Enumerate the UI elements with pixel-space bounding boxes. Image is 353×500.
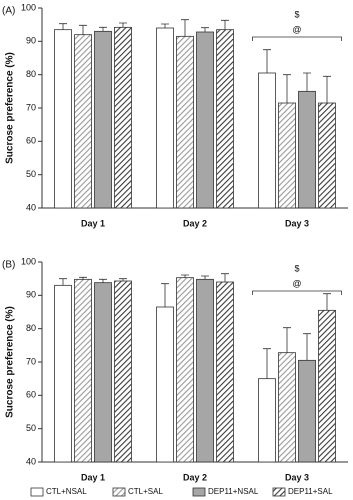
- bar: [258, 72, 276, 209]
- bar: [114, 280, 132, 463]
- legend-swatch: [192, 487, 206, 497]
- bar: [176, 277, 194, 463]
- error-bar: [119, 22, 127, 28]
- legend-swatch: [30, 487, 44, 497]
- bar: [318, 309, 336, 463]
- error-bar: [201, 275, 209, 280]
- y-axis-label: Sucrose preference (%): [5, 52, 16, 164]
- error-bar: [323, 293, 331, 311]
- error-bar: [283, 327, 291, 353]
- bar: [156, 306, 174, 463]
- y-tick-label: 70: [26, 356, 36, 366]
- panel-label: (B): [2, 260, 15, 271]
- y-tick-label: 40: [26, 456, 36, 466]
- legend-label: CTL+SAL: [128, 487, 163, 496]
- error-bar: [303, 333, 311, 361]
- y-tick-label: 50: [26, 169, 36, 179]
- error-bar: [79, 276, 87, 280]
- bracket: [252, 36, 342, 41]
- error-bar: [221, 19, 229, 30]
- error-bar: [201, 27, 209, 32]
- bar: [94, 282, 112, 463]
- y-axis-label: Sucrose preference (%): [5, 306, 16, 418]
- bar: [318, 102, 336, 209]
- x-tick-label: Day 3: [285, 218, 309, 228]
- bar: [196, 31, 214, 209]
- annotation: $: [294, 263, 299, 273]
- bar: [258, 378, 276, 463]
- error-bar: [59, 23, 67, 30]
- legend-swatch: [272, 487, 286, 497]
- y-tick-label: 80: [26, 323, 36, 333]
- y-tick-label: 50: [26, 423, 36, 433]
- y-tick-label: 40: [26, 202, 36, 212]
- annotation: @: [292, 278, 301, 288]
- y-tick-label: 60: [26, 390, 36, 400]
- error-bar: [283, 74, 291, 103]
- error-bar: [161, 283, 169, 307]
- y-tick-label: 90: [26, 36, 36, 46]
- bar: [54, 29, 72, 209]
- y-tick-label: 90: [26, 290, 36, 300]
- bar: [278, 102, 296, 209]
- y-tick-label: 100: [21, 256, 36, 266]
- x-tick-label: Day 3: [285, 472, 309, 482]
- legend-label: DEP11+SAL: [288, 487, 333, 496]
- annotation: @: [292, 24, 301, 34]
- bar: [196, 278, 214, 463]
- bar: [114, 26, 132, 209]
- error-bar: [79, 24, 87, 35]
- bar: [216, 29, 234, 209]
- error-bar: [161, 23, 169, 28]
- bar: [176, 35, 194, 209]
- bar: [74, 278, 92, 463]
- error-bar: [59, 278, 67, 286]
- bar: [54, 284, 72, 463]
- y-tick-label: 60: [26, 136, 36, 146]
- error-bar: [99, 278, 107, 283]
- error-bar: [263, 348, 271, 379]
- bar: [74, 34, 92, 209]
- bar: [298, 359, 316, 463]
- bar: [298, 90, 316, 209]
- legend-label: DEP11+NSAL: [208, 487, 259, 496]
- bracket: [252, 290, 342, 295]
- y-tick-label: 100: [21, 2, 36, 12]
- panel-label: (A): [2, 6, 15, 17]
- x-tick-label: Day 1: [81, 472, 105, 482]
- legend-label: CTL+NSAL: [46, 487, 87, 496]
- legend-swatch: [112, 487, 126, 497]
- bar: [156, 27, 174, 209]
- bar: [278, 352, 296, 463]
- error-bar: [323, 75, 331, 103]
- y-tick-label: 70: [26, 102, 36, 112]
- error-bar: [181, 274, 189, 278]
- y-tick-label: 80: [26, 69, 36, 79]
- error-bar: [263, 49, 271, 73]
- x-tick-label: Day 2: [183, 218, 207, 228]
- error-bar: [221, 273, 229, 282]
- annotation: $: [294, 9, 299, 19]
- x-tick-label: Day 2: [183, 472, 207, 482]
- bar: [94, 30, 112, 209]
- bar: [216, 281, 234, 463]
- error-bar: [303, 72, 311, 92]
- error-bar: [119, 278, 127, 281]
- error-bar: [99, 26, 107, 32]
- error-bar: [181, 19, 189, 37]
- x-tick-label: Day 1: [81, 218, 105, 228]
